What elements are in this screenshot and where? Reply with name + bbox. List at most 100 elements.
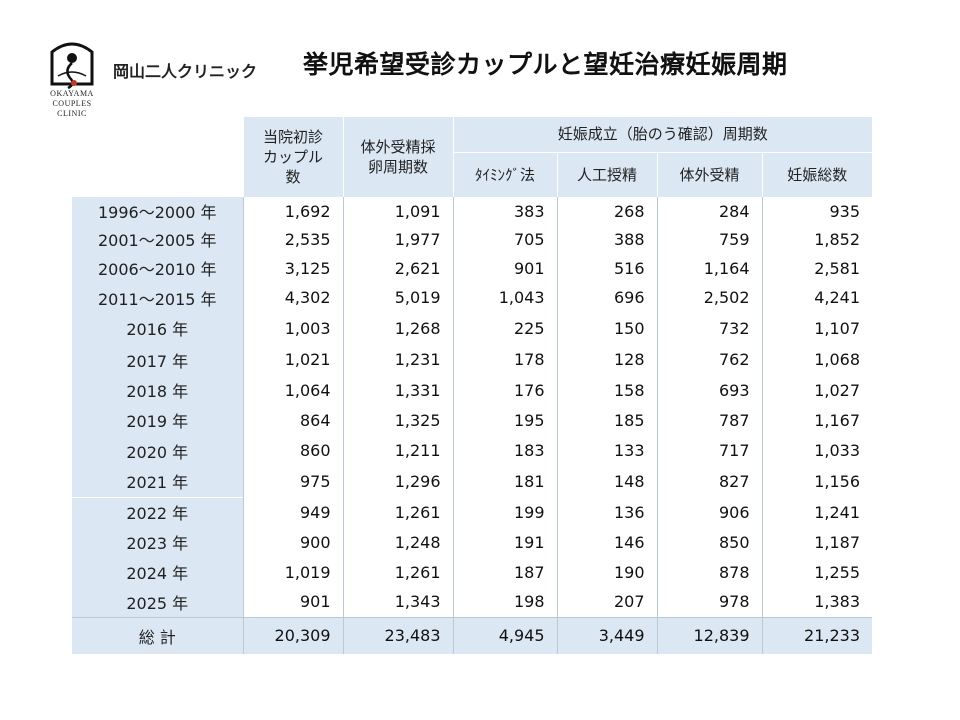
cell-ivf: 1,164: [656, 253, 762, 283]
cell-ivf-cycles: 1,248: [342, 527, 453, 557]
cell-ivf: 878: [656, 557, 762, 587]
cell-iui: 158: [556, 375, 657, 405]
cell-ivf: 284: [656, 197, 762, 225]
header-ivf-cycles: 体外受精採卵周期数: [342, 117, 453, 197]
table-row: 2021 年 975 1,296 181 148 827 1,156: [72, 466, 872, 497]
cell-ivf-cycles: 1,977: [342, 225, 453, 253]
cell-first-visit: 2,535: [242, 225, 343, 253]
table-row: 2018 年 1,064 1,331 176 158 693 1,027: [72, 375, 872, 405]
table-row: 2024 年 1,019 1,261 187 190 878 1,255: [72, 557, 872, 587]
cell-timing: 187: [452, 557, 557, 587]
cell-timing: 199: [452, 497, 557, 527]
cell-ivf-cycles: 1,261: [342, 557, 453, 587]
row-period-label: 2025 年: [72, 587, 243, 617]
cell-timing: 178: [452, 344, 557, 375]
cell-first-visit: 1,003: [242, 312, 343, 344]
cell-total: 1,852: [761, 225, 872, 253]
row-period-label: 2011～2015 年: [72, 283, 243, 312]
cell-total: 935: [761, 197, 872, 225]
cell-total: 1,027: [761, 375, 872, 405]
cell-ivf-cycles: 1,343: [342, 587, 453, 617]
row-period-label: 2017 年: [72, 344, 243, 375]
cell-ivf-cycles: 5,019: [342, 283, 453, 312]
table-row: 2020 年 860 1,211 183 133 717 1,033: [72, 435, 872, 466]
cell-total: 4,241: [761, 283, 872, 312]
cell-timing: 901: [452, 253, 557, 283]
cell-ivf: 2,502: [656, 283, 762, 312]
cell-ivf: 717: [656, 435, 762, 466]
total-iui: 3,449: [556, 616, 657, 654]
table-row: 2001～2005 年 2,535 1,977 705 388 759 1,852: [72, 225, 872, 253]
cell-ivf: 978: [656, 587, 762, 617]
table-row: 2022 年 949 1,261 199 136 906 1,241: [72, 496, 872, 527]
cell-ivf: 759: [656, 225, 762, 253]
cell-ivf: 762: [656, 344, 762, 375]
cell-total: 1,167: [761, 405, 872, 435]
cell-iui: 148: [556, 466, 657, 497]
cell-ivf-cycles: 1,325: [342, 405, 453, 435]
table-row: 2011～2015 年 4,302 5,019 1,043 696 2,502 4,241: [72, 283, 872, 312]
cell-first-visit: 900: [242, 527, 343, 557]
total-first-visit: 20,309: [242, 616, 343, 654]
cell-timing: 1,043: [452, 283, 557, 312]
header-timing: ﾀｲﾐﾝｸﾞ法: [452, 151, 557, 197]
total-ivf-cycles: 23,483: [342, 616, 453, 654]
cell-iui: 190: [556, 557, 657, 587]
row-period-label: 2019 年: [72, 405, 243, 435]
logo-line-3: CLINIC: [57, 109, 87, 118]
table-row: 2006～2010 年 3,125 2,621 901 516 1,164 2,581: [72, 253, 872, 283]
header-ivf: 体外受精: [656, 151, 762, 197]
header-iui: 人工授精: [556, 151, 657, 197]
total-timing: 4,945: [452, 616, 557, 654]
cell-timing: 176: [452, 375, 557, 405]
cell-timing: 198: [452, 587, 557, 617]
cell-timing: 225: [452, 312, 557, 344]
cell-total: 1,255: [761, 557, 872, 587]
row-period-label: 2006～2010 年: [72, 253, 243, 283]
clinic-name: 岡山二人クリニック: [113, 62, 258, 81]
cell-iui: 150: [556, 312, 657, 344]
cell-first-visit: 864: [242, 405, 343, 435]
cell-first-visit: 1,021: [242, 344, 343, 375]
cell-total: 1,107: [761, 312, 872, 344]
row-period-label: 2018 年: [72, 375, 243, 405]
cell-first-visit: 901: [242, 587, 343, 617]
table-row: 2019 年 864 1,325 195 185 787 1,167: [72, 405, 872, 435]
cell-ivf-cycles: 2,621: [342, 253, 453, 283]
pregnancy-table: 当院初診カップル数 体外受精採卵周期数 妊娠成立（胎のう確認）周期数 ﾀｲﾐﾝｸ…: [72, 117, 872, 654]
cell-iui: 696: [556, 283, 657, 312]
table-row: 1996～2000 年 1,692 1,091 383 268 284 935: [72, 197, 872, 225]
row-period-label: 2021 年: [72, 466, 243, 497]
row-period-label: 2022 年: [72, 496, 243, 527]
cell-first-visit: 4,302: [242, 283, 343, 312]
cell-total: 1,156: [761, 466, 872, 497]
table-row: 2016 年 1,003 1,268 225 150 732 1,107: [72, 312, 872, 344]
cell-first-visit: 975: [242, 466, 343, 497]
cell-ivf: 906: [656, 497, 762, 527]
cell-ivf-cycles: 1,261: [342, 497, 453, 527]
cell-ivf-cycles: 1,331: [342, 375, 453, 405]
cell-timing: 181: [452, 466, 557, 497]
total-ivf: 12,839: [656, 616, 762, 654]
cell-iui: 136: [556, 497, 657, 527]
table-row: 2023 年 900 1,248 191 146 850 1,187: [72, 527, 872, 557]
cell-ivf: 787: [656, 405, 762, 435]
cell-ivf-cycles: 1,268: [342, 312, 453, 344]
clinic-logo-icon: [50, 42, 94, 90]
cell-timing: 183: [452, 435, 557, 466]
cell-first-visit: 949: [242, 497, 343, 527]
cell-total: 1,241: [761, 497, 872, 527]
total-label: 総 計: [72, 616, 243, 654]
cell-first-visit: 3,125: [242, 253, 343, 283]
cell-ivf-cycles: 1,211: [342, 435, 453, 466]
header-pregnancy-group: 妊娠成立（胎のう確認）周期数: [452, 117, 872, 152]
cell-first-visit: 860: [242, 435, 343, 466]
cell-total: 1,033: [761, 435, 872, 466]
total-total: 21,233: [761, 616, 872, 654]
cell-iui: 268: [556, 197, 657, 225]
header-corner: [72, 117, 243, 197]
cell-first-visit: 1,692: [242, 197, 343, 225]
cell-iui: 388: [556, 225, 657, 253]
cell-total: 1,068: [761, 344, 872, 375]
cell-ivf-cycles: 1,296: [342, 466, 453, 497]
